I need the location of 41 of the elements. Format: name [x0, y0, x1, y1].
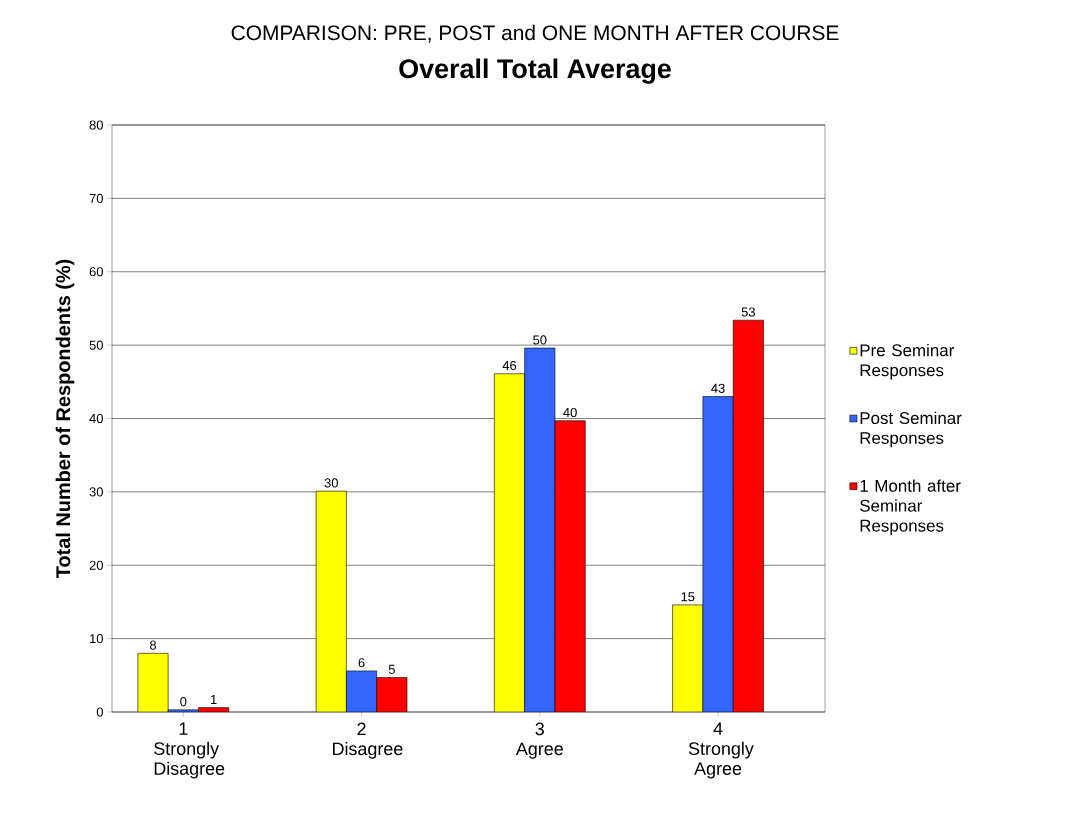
data-label: 46	[502, 360, 517, 371]
data-label: 6	[358, 658, 365, 668]
data-label: 5	[388, 664, 395, 674]
bar	[346, 670, 377, 713]
bar	[315, 490, 347, 713]
data-label: 1	[210, 695, 217, 704]
y-tick-label: 40	[89, 413, 103, 424]
bar	[376, 677, 408, 713]
x-tick-label: 1 Strongly Disagree	[154, 722, 225, 779]
data-label: 0	[180, 697, 187, 707]
data-label: 8	[149, 640, 157, 650]
data-label: 30	[324, 478, 338, 488]
data-label: 53	[741, 307, 755, 317]
data-label: 50	[533, 335, 547, 345]
x-tick-label: 4 Strongly Agree	[688, 722, 754, 779]
y-tick-label: 0	[96, 707, 103, 717]
bar	[702, 396, 734, 713]
bar	[732, 319, 764, 713]
y-tick-label: 50	[89, 340, 103, 350]
y-tick-label: 60	[89, 267, 103, 277]
legend-label: Pre Seminar Responses	[860, 343, 955, 380]
y-tick-label: 20	[89, 560, 103, 570]
chart-title: COMPARISON: PRE, POST and ONE MONTH AFTER COURSE	[231, 24, 839, 43]
chart-subtitle: Overall Total Average	[399, 58, 671, 84]
data-label: 43	[711, 383, 725, 393]
y-tick-label: 70	[89, 193, 103, 203]
x-tick-label: 3 Agree	[515, 722, 563, 759]
y-tick-label: 10	[90, 634, 103, 644]
data-label: 40	[563, 407, 577, 418]
data-label: 15	[681, 592, 695, 602]
legend-label: Post Seminar Responses	[860, 411, 962, 448]
bar	[494, 373, 525, 713]
bar	[524, 347, 556, 713]
x-tick-label: 2 Disagree	[333, 722, 403, 759]
bar	[554, 420, 586, 713]
y-tick-label: 30	[89, 487, 103, 497]
legend-label: 1 Month after Seminar Responses	[860, 479, 961, 536]
y-tick-label: 80	[89, 120, 103, 130]
bar	[137, 653, 169, 713]
bar	[672, 604, 704, 713]
y-axis-title: Total Number of Respondents (%)	[55, 259, 75, 579]
